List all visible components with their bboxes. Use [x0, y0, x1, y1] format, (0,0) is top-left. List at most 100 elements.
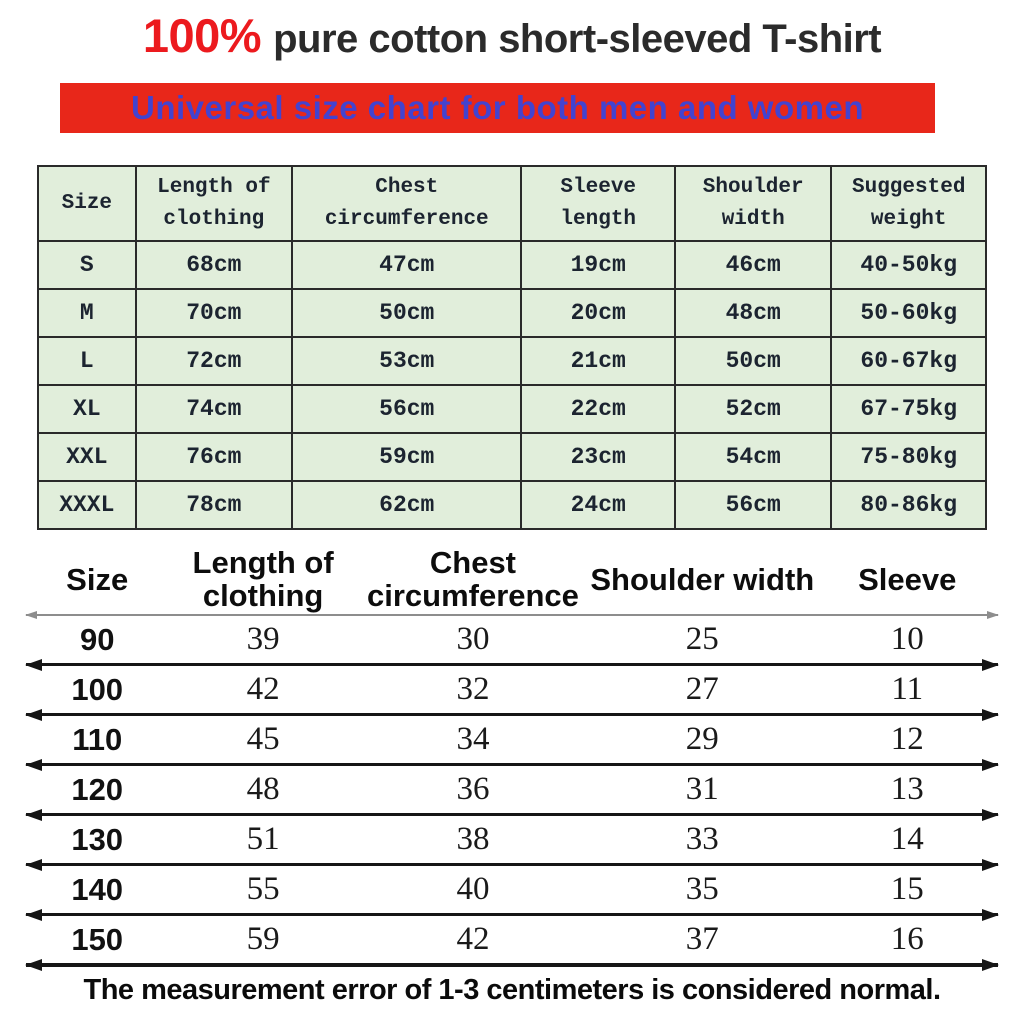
kids-value-cell: 35 [685, 871, 719, 907]
adult-value-cell: 20cm [520, 288, 677, 338]
kids-value-cell: 27 [685, 671, 719, 707]
adult-value-cell: 78cm [134, 480, 294, 530]
kids-value-cell: 42 [246, 671, 280, 707]
adult-value-cell: 24cm [520, 480, 677, 530]
adult-value-cell: 76cm [134, 432, 294, 482]
kids-header-cell: Size [66, 561, 129, 597]
kids-size-cell: 150 [71, 921, 124, 957]
adult-table-row: L 72cm 53cm 21cm 50cm 60-67kg [37, 336, 987, 386]
adult-value-cell: 72cm [134, 336, 294, 386]
adult-value-cell: 46cm [674, 240, 833, 290]
adult-size-cell: L [37, 336, 137, 386]
kids-value-cell: 13 [890, 771, 924, 807]
kids-value-cell: 31 [685, 771, 719, 807]
header-divider-arrow [26, 614, 998, 616]
adult-value-cell: 80-86kg [830, 480, 987, 530]
kids-value-cell: 15 [890, 871, 924, 907]
kids-value-cell: 59 [246, 921, 280, 957]
kids-header-cell: Shoulder width [590, 561, 815, 597]
adult-value-cell: 52cm [674, 384, 833, 434]
adult-header-cell: Shoulder width [674, 165, 833, 242]
adult-value-cell: 40-50kg [830, 240, 987, 290]
kids-value-cell: 45 [246, 721, 280, 757]
adult-table-row: XL 74cm 56cm 22cm 52cm 67-75kg [37, 384, 987, 434]
adult-value-cell: 47cm [291, 240, 523, 290]
row-divider-arrow [26, 663, 998, 666]
kids-table-row: 100 42 32 27 11 [24, 666, 1000, 713]
kids-value-cell: 40 [456, 871, 490, 907]
row-divider-arrow [26, 713, 998, 716]
measurement-note: The measurement error of 1-3 centimeters… [83, 974, 941, 1006]
adult-value-cell: 50cm [674, 336, 833, 386]
kids-value-cell: 10 [890, 621, 924, 657]
adult-header-cell: Length of clothing [134, 165, 294, 242]
kids-header-cell: Sleeve [858, 561, 957, 597]
page-title: 100% pure cotton short-sleeved T-shirt [0, 8, 1024, 63]
adult-value-cell: 75-80kg [830, 432, 987, 482]
kids-table-row: 90 39 30 25 10 [24, 616, 1000, 663]
adult-size-cell: S [37, 240, 137, 290]
adult-value-cell: 54cm [674, 432, 833, 482]
kids-value-cell: 14 [890, 821, 924, 857]
adult-table-row: XXXL 78cm 62cm 24cm 56cm 80-86kg [37, 480, 987, 530]
adult-value-cell: 56cm [291, 384, 523, 434]
kids-size-cell: 120 [71, 771, 124, 807]
kids-value-cell: 16 [890, 921, 924, 957]
kids-value-cell: 38 [456, 821, 490, 857]
kids-size-cell: 110 [72, 721, 123, 757]
kids-value-cell: 12 [890, 721, 924, 757]
title-highlight: 100% [142, 9, 262, 62]
adult-value-cell: 22cm [520, 384, 677, 434]
kids-value-cell: 29 [685, 721, 719, 757]
kids-size-cell: 140 [71, 871, 124, 907]
row-divider-arrow [26, 863, 998, 866]
adult-value-cell: 19cm [520, 240, 677, 290]
adult-value-cell: 67-75kg [830, 384, 987, 434]
title-text: pure cotton short-sleeved T-shirt [273, 17, 882, 61]
kids-table-header-row: Size Length of clothing Chest circumferenc… [24, 546, 1000, 614]
kids-value-cell: 55 [246, 871, 280, 907]
adult-value-cell: 62cm [291, 480, 523, 530]
banner-text: Universal size chart for both men and wo… [131, 89, 864, 126]
kids-size-table: Size Length of clothing Chest circumferenc… [24, 546, 1000, 967]
adult-value-cell: 68cm [134, 240, 294, 290]
adult-header-cell: Suggested weight [830, 165, 987, 242]
row-divider-arrow [26, 913, 998, 916]
adult-value-cell: 50-60kg [830, 288, 987, 338]
adult-size-table: Size Length of clothing Chest circumferenc… [37, 165, 987, 530]
adult-table-row: M 70cm 50cm 20cm 48cm 50-60kg [37, 288, 987, 338]
adult-size-cell: XXL [37, 432, 137, 482]
kids-value-cell: 33 [685, 821, 719, 857]
row-divider-arrow [26, 813, 998, 816]
adult-value-cell: 23cm [520, 432, 677, 482]
adult-size-cell: M [37, 288, 137, 338]
adult-header-cell: Chest circumference [291, 165, 523, 242]
adult-value-cell: 50cm [291, 288, 523, 338]
kids-header-cell: Chest circumference [366, 545, 579, 613]
adult-table-row: XXL 76cm 59cm 23cm 54cm 75-80kg [37, 432, 987, 482]
universal-size-banner: Universal size chart for both men and wo… [60, 83, 935, 133]
kids-value-cell: 11 [891, 671, 924, 707]
kids-value-cell: 51 [246, 821, 280, 857]
adult-table-row: S 68cm 47cm 19cm 46cm 40-50kg [37, 240, 987, 290]
kids-value-cell: 32 [456, 671, 490, 707]
row-divider-arrow [26, 763, 998, 766]
kids-table-row: 140 55 40 35 15 [24, 866, 1000, 913]
kids-table-row: 110 45 34 29 12 [24, 716, 1000, 763]
adult-value-cell: 21cm [520, 336, 677, 386]
kids-value-cell: 48 [246, 771, 280, 807]
adult-value-cell: 60-67kg [830, 336, 987, 386]
size-chart-page: 100% pure cotton short-sleeved T-shirt Un… [0, 8, 1024, 1032]
kids-value-cell: 34 [456, 721, 490, 757]
kids-value-cell: 30 [456, 621, 490, 657]
adult-value-cell: 70cm [134, 288, 294, 338]
kids-value-cell: 37 [685, 921, 719, 957]
row-divider-arrow [26, 963, 998, 967]
adult-value-cell: 56cm [674, 480, 833, 530]
kids-size-cell: 130 [71, 821, 124, 857]
adult-value-cell: 53cm [291, 336, 523, 386]
kids-table-row: 120 48 36 31 13 [24, 766, 1000, 813]
kids-table-row: 150 59 42 37 16 [24, 916, 1000, 963]
kids-value-cell: 36 [456, 771, 490, 807]
kids-value-cell: 42 [456, 921, 490, 957]
